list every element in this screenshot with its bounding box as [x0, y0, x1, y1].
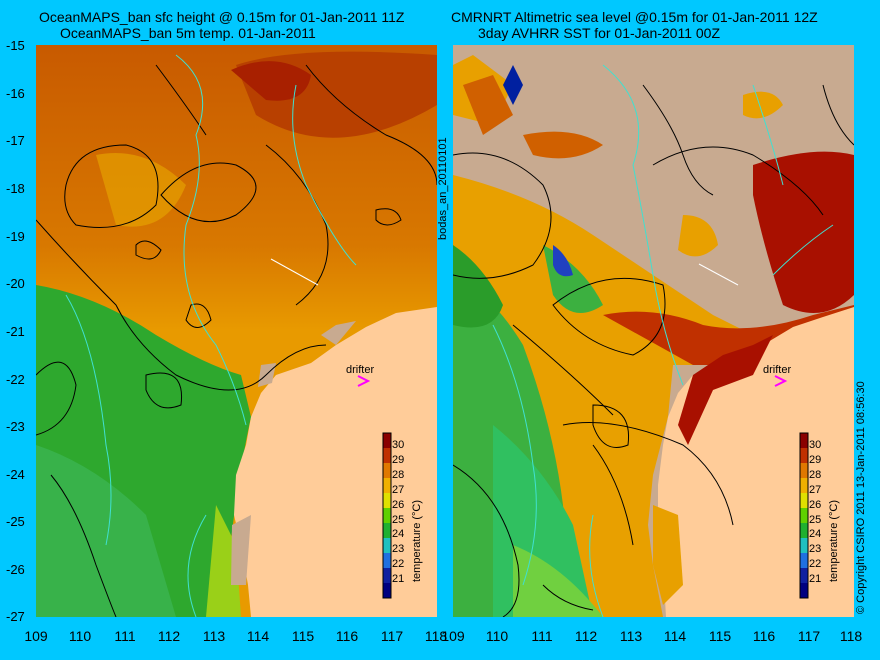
drifter-arrow-left	[357, 375, 371, 387]
left-colorbar	[382, 432, 392, 599]
right-map-panel: drifter	[453, 45, 854, 617]
right-colorbar-label: temperature (°C)	[828, 499, 840, 582]
drifter-track	[270, 258, 319, 286]
right-colorbar-ticks: 30 29 28 27 26 25 24 23 22 21	[809, 439, 822, 586]
run-id-label: bodas_an_20110101	[437, 137, 449, 240]
drifter-track	[698, 263, 739, 286]
drifter-arrow-right	[774, 375, 788, 387]
left-drifter-label: drifter	[346, 364, 374, 376]
ssh-contours	[453, 84, 854, 617]
left-title-line2: OceanMAPS_ban 5m temp. 01-Jan-2011	[60, 25, 316, 41]
bathymetry-contours	[65, 54, 357, 617]
bathymetry-contours	[492, 64, 834, 617]
right-title-line2: 3day AVHRR SST for 01-Jan-2011 00Z	[478, 25, 721, 41]
right-title-line1: CMRNRT Altimetric sea level @0.15m for 0…	[451, 9, 818, 25]
right-drifter-label: drifter	[763, 364, 791, 376]
left-title-line1: OceanMAPS_ban sfc height @ 0.15m for 01-…	[39, 9, 405, 25]
right-colorbar	[799, 432, 809, 599]
sst-hot-field	[753, 151, 854, 313]
left-colorbar-ticks: 30 29 28 27 26 25 24 23 22 21	[392, 439, 405, 586]
ssh-contours	[36, 64, 437, 617]
left-colorbar-label: temperature (°C)	[411, 499, 423, 582]
left-map-panel: drifter	[36, 45, 437, 617]
copyright-label: © Copyright CSIRO 2011 13-Jan-2011 08:56…	[855, 381, 867, 614]
